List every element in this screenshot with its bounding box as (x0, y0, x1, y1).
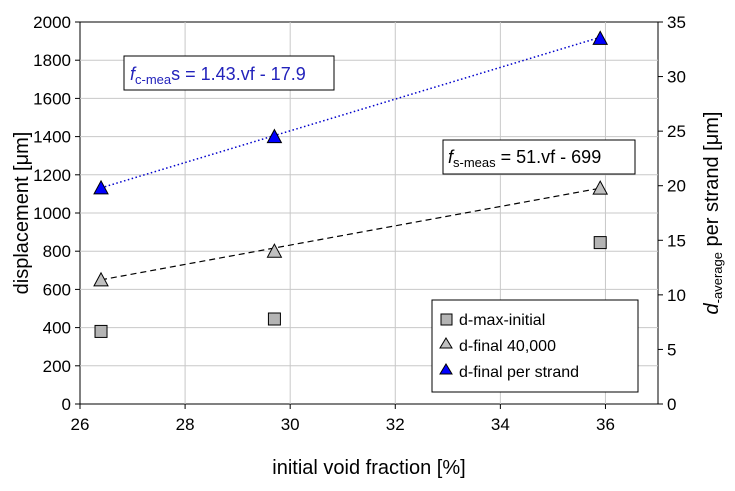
equation-blue-box (123, 55, 335, 91)
y-tick-label: 800 (43, 242, 71, 261)
eq-black-f: f (448, 147, 455, 167)
y-tick-label: 1400 (33, 128, 71, 147)
legend-label-d-final-per-strand: d-final per strand (459, 364, 579, 381)
y-tick-label: 1200 (33, 166, 71, 185)
marker-triangle-1-2 (592, 180, 609, 195)
x-tick-label: 30 (281, 415, 300, 434)
y-tick-label: 1800 (33, 51, 71, 70)
y2-tick-label: 5 (667, 340, 676, 359)
x-tick-label: 32 (386, 415, 405, 434)
y-axis-title: displacement [μm] (11, 132, 33, 295)
marker-triangle-1-0 (93, 271, 109, 287)
y2-tick-label: 10 (667, 286, 686, 305)
x-tick-label: 28 (176, 415, 195, 434)
y-tick-label: 400 (43, 319, 71, 338)
marker-triangle-1-1 (266, 243, 283, 258)
y-tick-label: 200 (43, 357, 71, 376)
marker-triangle-2-2 (592, 30, 609, 45)
legend-box (431, 299, 639, 393)
eq-black-rest: = 51.vf - 699 (496, 147, 602, 167)
marker-square-0-1 (267, 312, 281, 326)
eq-blue-f: f (130, 64, 137, 84)
y-tick-label: 1000 (33, 204, 71, 223)
x-axis-title: initial void fraction [%] (272, 457, 465, 479)
svg-text:fc-meas = 1.43.vf - 17.9: fc-meas = 1.43.vf - 17.9 (130, 64, 306, 87)
y-tick-label: 2000 (33, 13, 71, 32)
marker-triangle-2-1 (266, 128, 283, 144)
legend-marker-grey-triangle (439, 337, 453, 349)
y-tick-label: 600 (43, 280, 71, 299)
marker-square-0-2 (593, 236, 607, 250)
y2-title-sub: -average (710, 252, 725, 303)
marker-triangle-2-0 (93, 179, 109, 195)
y2-tick-label: 15 (667, 231, 686, 250)
trendlines (100, 36, 601, 281)
y2-tick-label: 25 (667, 122, 686, 141)
x-tick-label: 34 (491, 415, 510, 434)
eq-blue-rest: s = 1.43.vf - 17.9 (171, 64, 306, 84)
y-tick-label: 0 (62, 395, 71, 414)
y-tick-label: 1600 (33, 89, 71, 108)
trendline-dashed (100, 187, 601, 281)
y2-axis-title: d-average per strand [μm] (701, 112, 725, 315)
equation-black-box (442, 139, 636, 175)
equation-black: fs-meas = 51.vf - 699 (442, 139, 636, 175)
legend-marker-square (440, 313, 453, 326)
y2-title-rest: per strand [μm] (701, 112, 723, 252)
y2-tick-label: 30 (667, 68, 686, 87)
y2-tick-label: 20 (667, 177, 686, 196)
data-markers (93, 30, 609, 338)
x-tick-label: 36 (596, 415, 615, 434)
x-tick-label: 26 (71, 415, 90, 434)
legend: d-max-initial d-final 40,000 d-final per… (431, 299, 639, 393)
svg-text:fs-meas = 51.vf - 699: fs-meas = 51.vf - 699 (448, 147, 601, 170)
eq-black-sub: s-meas (453, 155, 496, 170)
eq-blue-sub: c-mea (135, 72, 172, 87)
marker-square-0-0 (94, 324, 108, 338)
equation-blue: fc-meas = 1.43.vf - 17.9 (123, 55, 335, 91)
trendline-dotted (100, 36, 601, 189)
legend-label-d-final-40000: d-final 40,000 (459, 338, 556, 355)
y2-tick-label: 0 (667, 395, 676, 414)
y2-tick-label: 35 (667, 13, 686, 32)
legend-label-d-max-initial: d-max-initial (459, 312, 545, 329)
y2-title-d: d (701, 302, 723, 314)
legend-marker-blue-triangle (439, 363, 453, 375)
